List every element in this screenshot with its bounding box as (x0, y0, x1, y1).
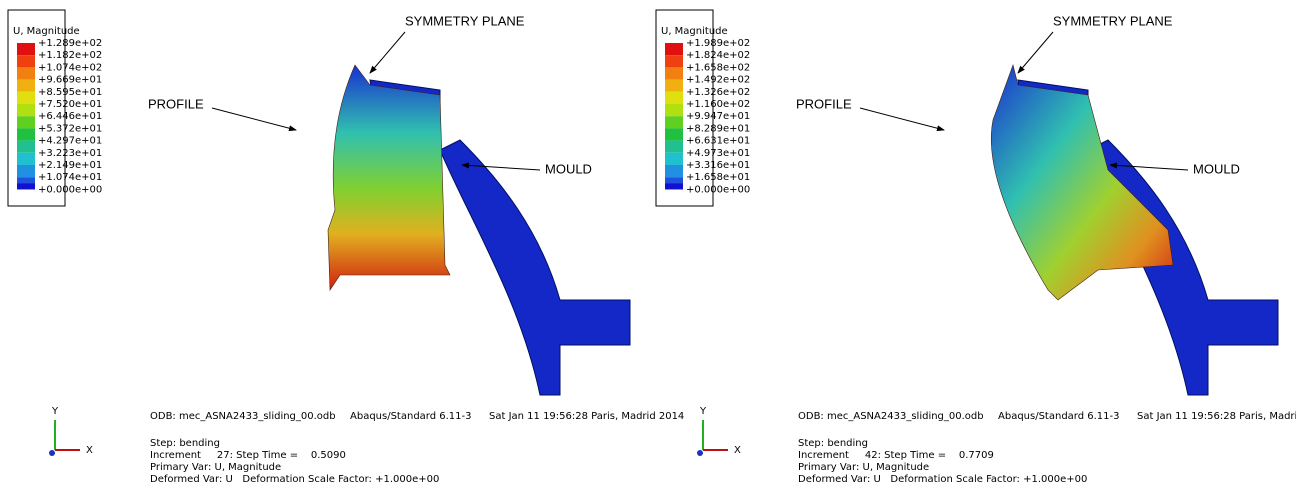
info-odb: ODB: mec_ASNA2433_sliding_00.odb (798, 411, 984, 422)
legend-label: +5.372e+01 (38, 123, 102, 134)
legend-swatch (17, 79, 35, 92)
arrow (461, 162, 541, 171)
info-version: Abaqus/Standard 6.11-3 (350, 411, 472, 422)
axis-y-label: Y (51, 406, 59, 417)
legend-label: +3.316e+01 (686, 160, 750, 171)
legend-swatch (665, 165, 683, 178)
axis-x-label: X (734, 445, 741, 456)
legend-title: U, Magnitude (13, 26, 80, 37)
legend-swatch (665, 128, 683, 141)
legend-swatch (665, 79, 683, 92)
legend-swatch (665, 55, 683, 68)
legend-label: +1.289e+02 (38, 38, 102, 49)
legend-swatch (665, 116, 683, 129)
legend-label: +1.182e+02 (38, 50, 102, 61)
legend-label: +0.000e+00 (38, 184, 102, 195)
legend-swatch (665, 183, 683, 190)
legend-label: +1.824e+02 (686, 50, 750, 61)
axis-z (697, 450, 703, 456)
annotation-mould: MOULD (1193, 161, 1240, 176)
legend-swatch (17, 183, 35, 190)
legend-label: +6.446e+01 (38, 111, 102, 122)
legend-swatch (17, 116, 35, 129)
legend-swatch (665, 152, 683, 165)
legend-swatch (17, 140, 35, 153)
arrow (369, 31, 406, 74)
annotation-symmetry: SYMMETRY PLANE (1053, 13, 1173, 28)
legend-swatch (17, 43, 35, 56)
profile (991, 63, 1174, 301)
legend-label: +1.074e+01 (38, 172, 102, 183)
mould (439, 139, 631, 396)
info-primary: Primary Var: U, Magnitude (798, 462, 929, 473)
legend-label: +1.492e+02 (686, 75, 750, 86)
legend-title: U, Magnitude (661, 26, 728, 37)
legend-label: +1.989e+02 (686, 38, 750, 49)
legend-label: +7.520e+01 (38, 99, 102, 110)
info-odb: ODB: mec_ASNA2433_sliding_00.odb (150, 411, 336, 422)
legend-label: +8.595e+01 (38, 87, 102, 98)
legend-label: +1.658e+01 (686, 172, 750, 183)
info-version: Abaqus/Standard 6.11-3 (998, 411, 1120, 422)
legend-swatch (17, 165, 35, 178)
info-step: Step: bending (150, 438, 220, 449)
axis-y-label: Y (699, 406, 707, 417)
arrow (1017, 31, 1054, 74)
legend-swatch (17, 152, 35, 165)
legend-label: +9.669e+01 (38, 75, 102, 86)
annotation-symmetry: SYMMETRY PLANE (405, 13, 525, 28)
legend-swatch (665, 104, 683, 117)
legend-label: +1.074e+02 (38, 62, 102, 73)
profile (327, 64, 451, 291)
info-step: Step: bending (798, 438, 868, 449)
legend-label: +4.297e+01 (38, 136, 102, 147)
arrow (211, 107, 297, 132)
panel: U, Magnitude+1.989e+02+1.824e+02+1.658e+… (655, 9, 1296, 485)
legend-swatch (665, 140, 683, 153)
legend-label: +4.973e+01 (686, 148, 750, 159)
info-increment: Increment 42: Step Time = 0.7709 (798, 450, 994, 461)
legend-label: +9.947e+01 (686, 111, 750, 122)
legend-swatch (665, 43, 683, 56)
legend-swatch (17, 104, 35, 117)
legend-swatch (17, 91, 35, 104)
legend-label: +6.631e+01 (686, 136, 750, 147)
legend-label: +8.289e+01 (686, 123, 750, 134)
legend-swatch (17, 67, 35, 80)
info-date: Sat Jan 11 19:56:28 Paris, Madrid 2014 (489, 411, 684, 422)
annotation-profile: PROFILE (148, 96, 204, 111)
legend-label: +1.658e+02 (686, 62, 750, 73)
info-deformed: Deformed Var: U Deformation Scale Factor… (798, 474, 1087, 485)
legend-swatch (17, 55, 35, 68)
axis-z (49, 450, 55, 456)
legend-label: +3.223e+01 (38, 148, 102, 159)
arrow (859, 107, 945, 132)
legend-swatch (17, 128, 35, 141)
legend-label: +1.326e+02 (686, 87, 750, 98)
legend-label: +1.160e+02 (686, 99, 750, 110)
legend-swatch (665, 91, 683, 104)
info-primary: Primary Var: U, Magnitude (150, 462, 281, 473)
info-increment: Increment 27: Step Time = 0.5090 (150, 450, 346, 461)
axis-x-label: X (86, 445, 93, 456)
panel: U, Magnitude+1.289e+02+1.182e+02+1.074e+… (7, 9, 684, 485)
legend-label: +2.149e+01 (38, 160, 102, 171)
annotation-mould: MOULD (545, 161, 592, 176)
legend-swatch (665, 67, 683, 80)
legend-label: +0.000e+00 (686, 184, 750, 195)
info-deformed: Deformed Var: U Deformation Scale Factor… (150, 474, 439, 485)
arrow (1109, 162, 1189, 171)
info-date: Sat Jan 11 19:56:28 Paris, Madrid 2014 (1137, 411, 1296, 422)
annotation-profile: PROFILE (796, 96, 852, 111)
